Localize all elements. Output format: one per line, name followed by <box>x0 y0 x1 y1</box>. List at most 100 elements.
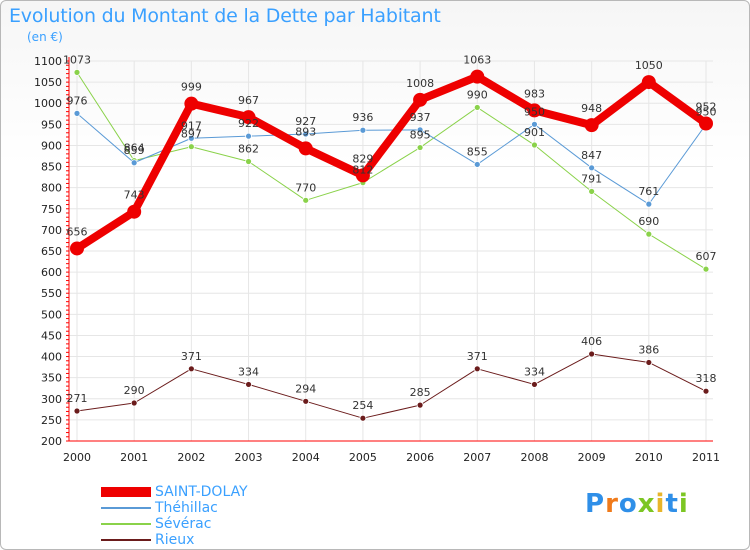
data-label: 976 <box>67 94 88 107</box>
data-point <box>127 204 142 219</box>
data-label: 967 <box>238 94 259 107</box>
x-tick-label: 2002 <box>177 451 205 464</box>
data-point <box>584 118 599 133</box>
data-label: 990 <box>467 88 488 101</box>
y-tick-label: 700 <box>41 224 62 237</box>
data-label: 859 <box>124 144 145 157</box>
data-label: 862 <box>238 142 259 155</box>
y-tick-label: 1000 <box>34 97 62 110</box>
x-tick-label: 2007 <box>463 451 491 464</box>
data-label: 983 <box>524 87 545 100</box>
y-tick-label: 300 <box>41 393 62 406</box>
data-point <box>473 365 481 373</box>
data-label: 893 <box>295 125 316 138</box>
data-point <box>245 132 252 140</box>
data-label: 1008 <box>406 77 434 90</box>
data-point <box>588 164 596 172</box>
data-label: 864 <box>124 142 145 155</box>
data-label: 936 <box>352 111 373 124</box>
data-point <box>359 126 367 134</box>
logo-letter: x <box>637 489 656 519</box>
data-point <box>531 381 538 388</box>
data-point <box>641 75 656 90</box>
data-point <box>187 143 195 151</box>
data-label: 999 <box>181 81 202 94</box>
y-tick-label: 800 <box>41 182 62 195</box>
logo-letter: r <box>605 489 619 519</box>
data-point <box>699 116 713 131</box>
chart-title: Evolution du Montant de la Dette par Hab… <box>9 5 441 27</box>
data-point <box>241 110 256 125</box>
legend-swatch-rieux <box>101 539 151 541</box>
data-label: 334 <box>238 365 259 378</box>
series-line-1 <box>76 112 707 205</box>
x-tick-label: 2006 <box>406 451 434 464</box>
data-point <box>130 159 138 167</box>
x-tick-label: 2011 <box>692 451 720 464</box>
data-label: 607 <box>696 250 717 263</box>
x-tick-label: 2010 <box>635 451 663 464</box>
y-tick-label: 200 <box>41 435 62 448</box>
legend-swatch-saint-dolay <box>101 487 151 497</box>
data-point <box>473 161 481 168</box>
y-tick-label: 350 <box>41 372 62 385</box>
y-tick-label: 250 <box>41 414 62 427</box>
data-label: 743 <box>124 189 145 202</box>
data-label: 847 <box>581 149 602 162</box>
data-point <box>702 387 710 395</box>
data-label: 371 <box>467 350 488 363</box>
data-label: 897 <box>181 128 202 141</box>
data-point <box>702 265 710 273</box>
data-label: 770 <box>295 181 316 194</box>
data-label: 829 <box>352 152 373 165</box>
data-point <box>416 126 424 134</box>
data-point <box>245 381 252 388</box>
y-tick-label: 1050 <box>34 76 62 89</box>
x-tick-label: 2000 <box>63 451 91 464</box>
data-label: 761 <box>638 185 659 198</box>
data-point <box>645 359 653 366</box>
logo-letter: o <box>618 489 638 519</box>
x-tick-label: 2004 <box>292 451 320 464</box>
data-label: 1073 <box>63 53 91 66</box>
data-point <box>302 130 310 138</box>
logo-letter: i <box>678 489 689 519</box>
data-label: 318 <box>696 372 717 385</box>
legend-label-saint-dolay: SAINT-DOLAY <box>155 484 248 500</box>
logo-letter: i <box>655 489 666 519</box>
y-tick-label: 900 <box>41 139 62 152</box>
data-point <box>416 144 424 151</box>
data-label: 950 <box>524 105 545 118</box>
data-point <box>470 69 485 84</box>
x-tick-label: 2003 <box>235 451 263 464</box>
data-point <box>130 399 138 407</box>
data-label: 290 <box>124 384 145 397</box>
data-point <box>416 401 424 409</box>
x-tick-label: 2009 <box>578 451 606 464</box>
data-label: 1050 <box>635 59 663 72</box>
data-point <box>73 69 81 76</box>
data-label: 917 <box>181 119 202 132</box>
data-point <box>73 109 81 117</box>
data-label: 656 <box>67 225 88 238</box>
data-label: 254 <box>352 399 373 412</box>
y-tick-label: 600 <box>41 266 62 279</box>
series-line-2 <box>76 71 707 270</box>
data-point <box>645 200 653 208</box>
data-label: 937 <box>410 111 431 124</box>
data-point <box>413 92 428 107</box>
data-point <box>531 141 538 149</box>
data-label: 812 <box>352 164 373 177</box>
data-point <box>245 158 252 165</box>
data-point <box>359 414 367 422</box>
y-tick-label: 1100 <box>34 55 62 68</box>
data-point <box>187 365 195 373</box>
legend-label-severac: Sévérac <box>155 516 212 532</box>
data-point <box>355 168 370 183</box>
y-tick-label: 650 <box>41 245 62 258</box>
y-tick-label: 550 <box>41 287 62 300</box>
data-label: 950 <box>696 105 717 118</box>
logo-letter: t <box>665 489 679 519</box>
data-label: 952 <box>696 100 717 113</box>
data-label: 901 <box>524 126 545 139</box>
